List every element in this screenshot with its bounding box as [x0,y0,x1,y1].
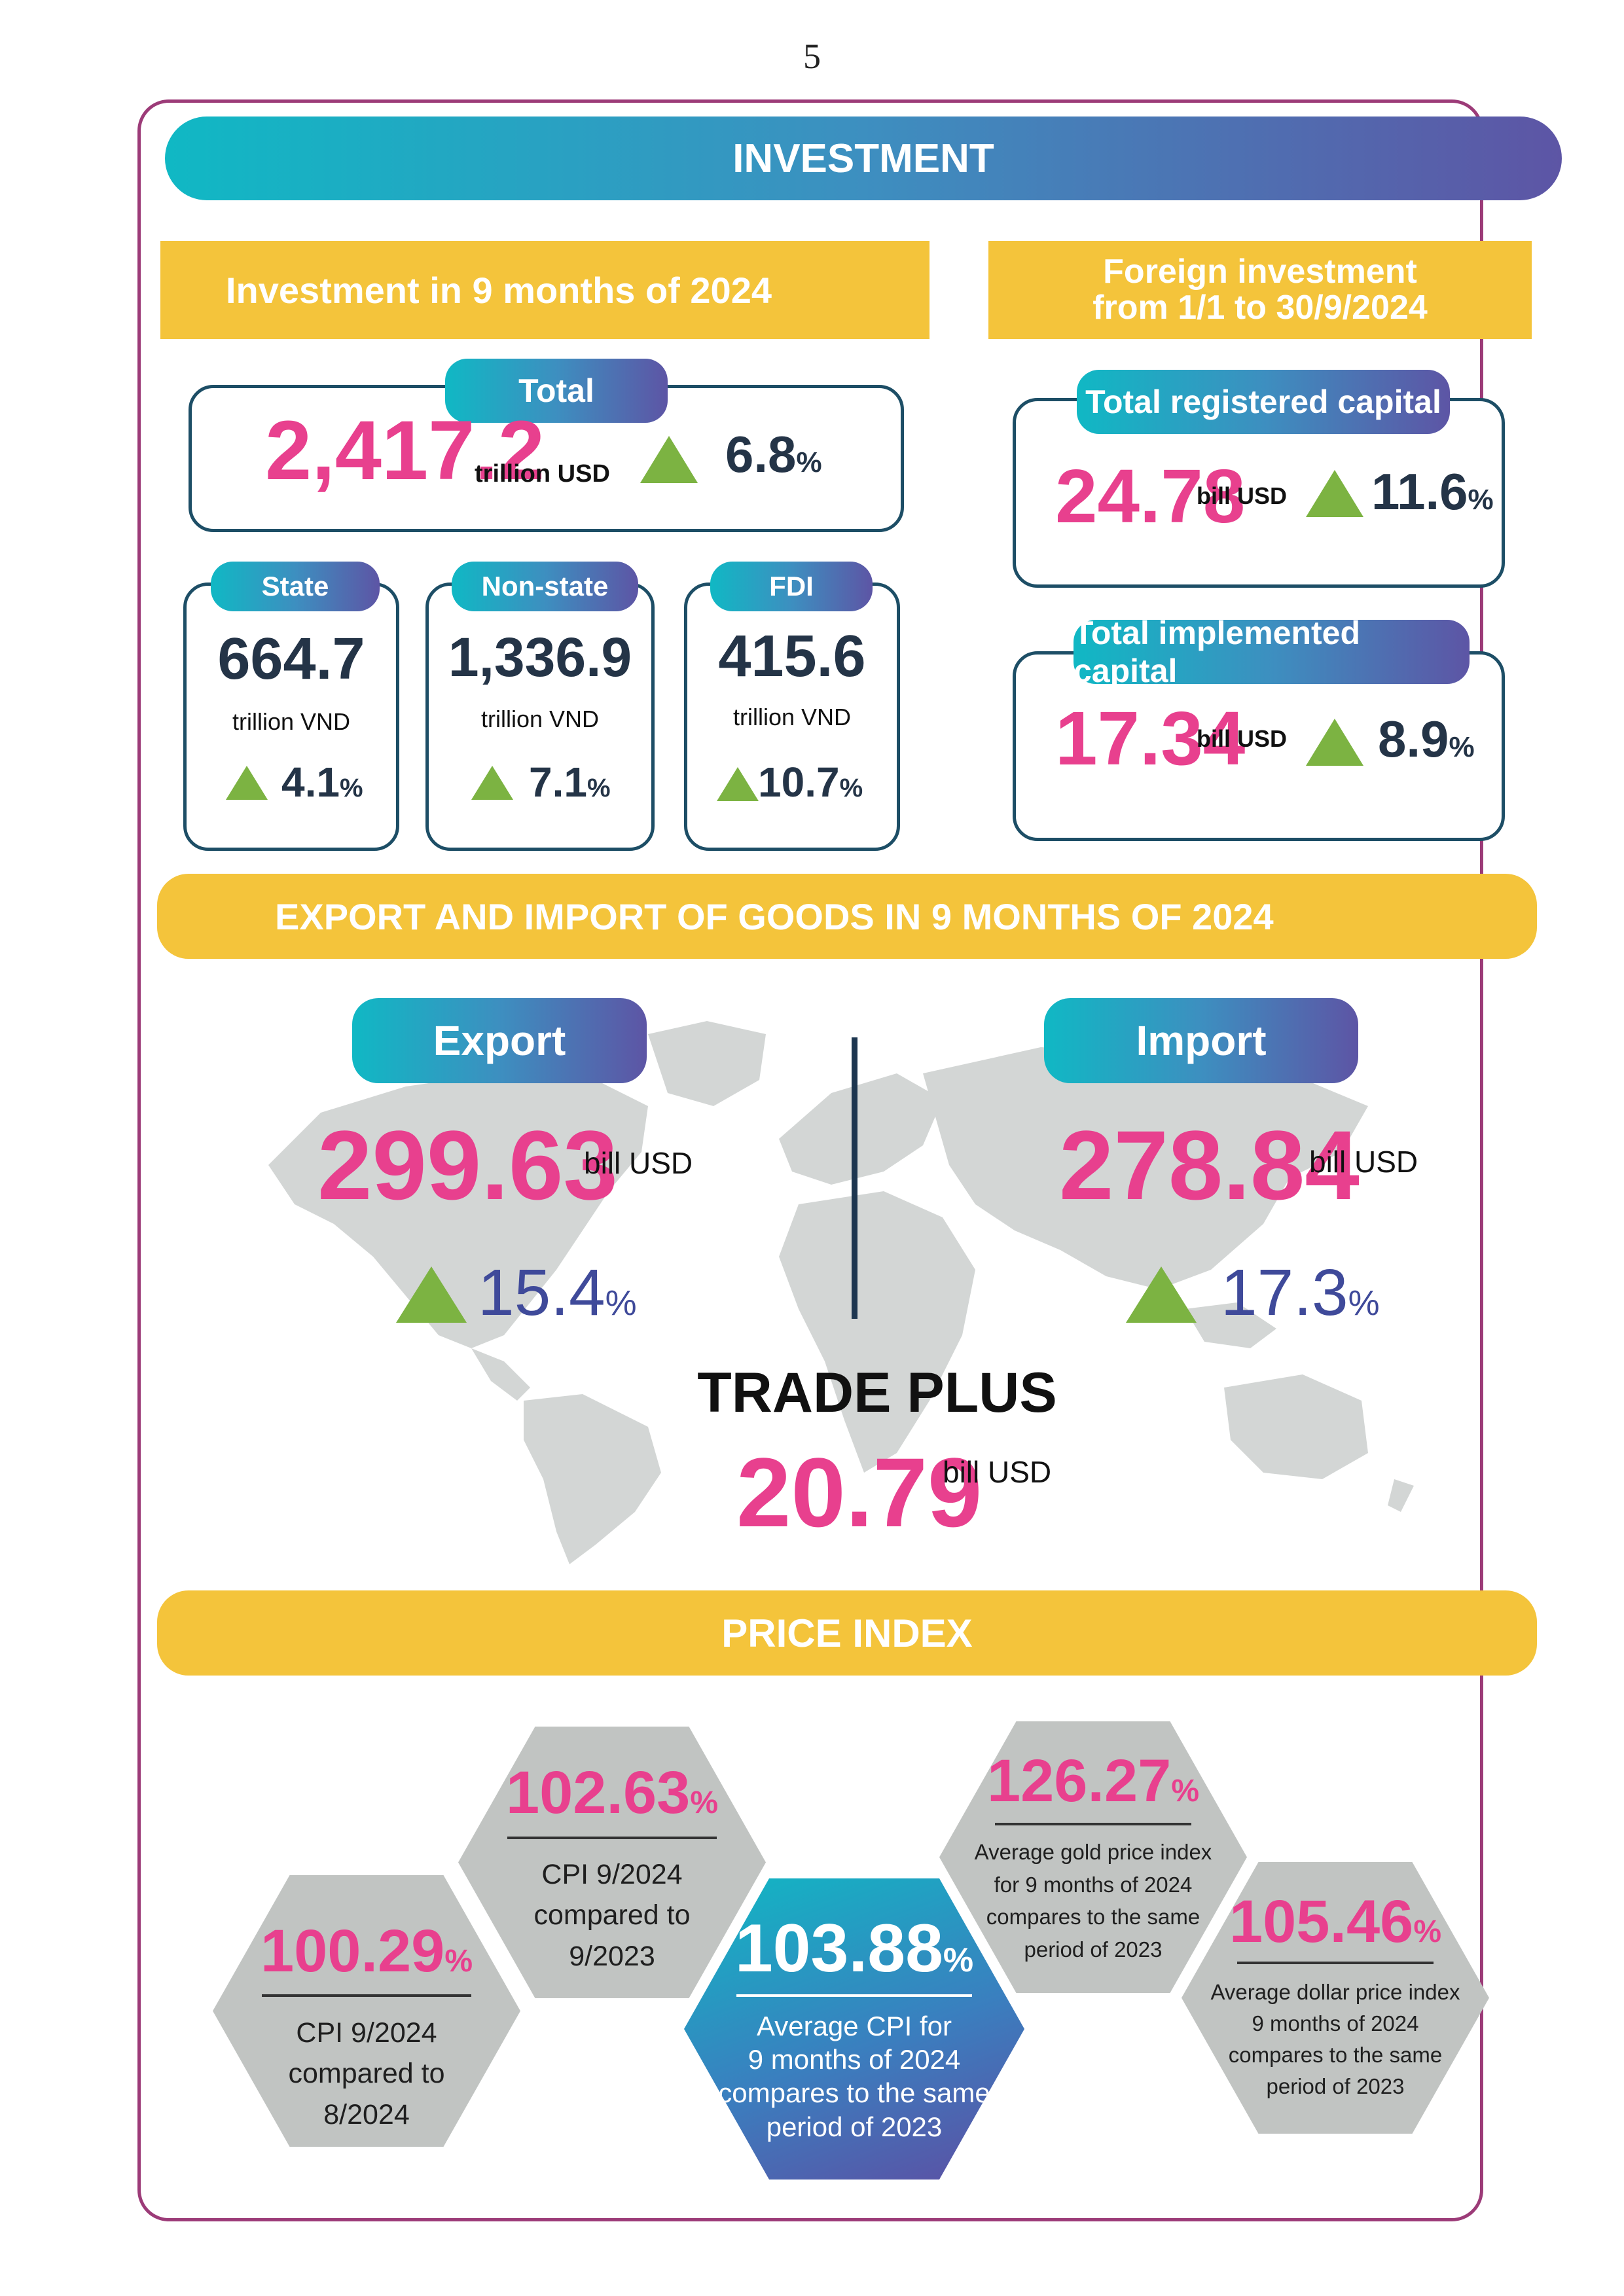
export-unit: bill USD [584,1146,693,1180]
investment-title: INVESTMENT [165,117,1562,200]
cpi-year-value: 102.63% [505,1759,719,1826]
trade-divider [852,1037,857,1319]
implemented-capital-growth: 8.9% [1378,710,1475,768]
registered-capital-label: Total registered capital [1077,370,1450,434]
hex-divider [1237,1962,1434,1964]
export-growth: 15.4% [478,1256,637,1329]
hex-divider [507,1837,717,1839]
cpi-month-description: CPI 9/2024 compared to 8/2024 [288,2017,445,2130]
hex-cpi-month: 100.29% CPI 9/2024 compared to 8/2024 [213,1875,520,2147]
cpi-year-description: CPI 9/2024 compared to 9/2023 [533,1859,691,1972]
hex-gold-index: 126.27% Average gold price index for 9 m… [939,1721,1247,1993]
import-label: Import [1044,998,1358,1083]
non-state-value: 1,336.9 [448,626,632,688]
dollar-index-description: Average dollar price index 9 months of 2… [1210,1980,1460,2098]
foreign-heading-line2: from 1/1 to 30/9/2024 [1092,289,1428,327]
total-label: Total [445,359,668,423]
implemented-up-arrow-icon [1306,719,1363,766]
non-state-unit: trillion VND [480,706,600,732]
registered-up-arrow-icon [1306,470,1363,517]
fdi-growth: 10.7% [758,759,863,806]
foreign-heading-line1: Foreign investment [1103,253,1417,291]
cpi-month-value: 100.29% [260,1918,473,1984]
import-growth: 17.3% [1221,1256,1380,1329]
trade-plus-value: 20.79 [736,1437,983,1547]
hex-average-cpi: 103.88% Average CPI for 9 months of 2024… [684,1878,1024,2179]
implemented-capital-label: Total implemented capital [1074,615,1470,689]
state-card [183,583,399,851]
trade-plus-label: TRADE PLUS [697,1361,1057,1424]
domestic-investment-heading: Investment in 9 months of 2024 [160,241,929,339]
registered-capital-growth: 11.6% [1371,463,1494,520]
non-state-up-arrow-icon [471,766,513,800]
implemented-capital-value: 17.34 [1055,696,1246,781]
import-up-arrow-icon [1126,1266,1197,1323]
implemented-capital-unit: bill USD [1197,725,1288,752]
fdi-value: 415.6 [718,624,866,689]
fdi-up-arrow-icon [717,767,759,801]
state-label: State [211,562,380,611]
page-frame [137,99,1483,2221]
trade-plus-unit: bill USD [943,1455,1052,1489]
trade-title: EXPORT AND IMPORT OF GOODS IN 9 MONTHS O… [157,874,1537,959]
total-unit: trillion USD [475,460,610,488]
world-map-icon [268,1021,1414,1564]
foreign-investment-heading: Foreign investment from 1/1 to 30/9/2024 [988,241,1532,339]
non-state-card [425,583,655,851]
dollar-index-value: 105.46% [1229,1888,1442,1955]
fdi-card [684,583,900,851]
registered-capital-value: 24.78 [1055,454,1246,539]
import-value: 278.84 [1059,1110,1360,1220]
total-value: 2,417.2 [265,404,545,497]
fdi-unit: trillion VND [732,704,852,730]
hex-divider [262,1994,471,1997]
fdi-label: FDI [710,562,873,611]
total-growth: 6.8% [725,425,822,483]
import-unit: bill USD [1309,1145,1418,1179]
export-value: 299.63 [317,1110,618,1220]
gold-index-value: 126.27% [986,1748,1200,1814]
average-cpi-value: 103.88% [734,1910,974,1986]
page-number: 5 [803,37,821,76]
export-up-arrow-icon [396,1266,467,1323]
state-value: 664.7 [217,626,365,692]
hex-divider [995,1823,1191,1825]
average-cpi-description: Average CPI for 9 months of 2024 compare… [718,2011,990,2142]
hex-divider [736,1994,972,1997]
state-growth: 4.1% [281,759,363,806]
hex-cpi-year: 102.63% CPI 9/2024 compared to 9/2023 [458,1727,766,1998]
total-up-arrow-icon [640,436,698,483]
state-up-arrow-icon [226,766,268,800]
non-state-growth: 7.1% [529,759,611,806]
price-index-title: PRICE INDEX [157,1590,1537,1676]
registered-capital-unit: bill USD [1197,482,1288,509]
state-unit: trillion VND [232,708,351,735]
gold-index-description: Average gold price index for 9 months of… [974,1840,1212,1962]
non-state-label: Non-state [452,562,638,611]
export-label: Export [352,998,647,1083]
